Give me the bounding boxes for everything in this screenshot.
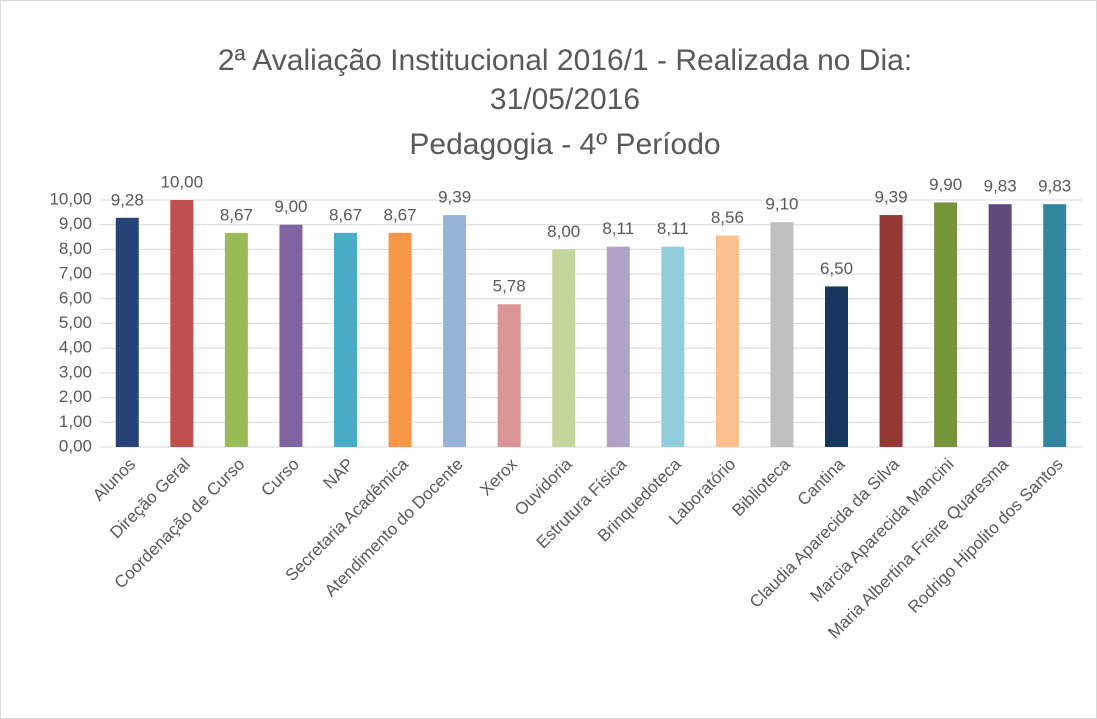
bar <box>170 200 194 447</box>
data-label: 8,11 <box>657 219 689 238</box>
bar <box>661 246 685 447</box>
chart-title: 2ª Avaliação Institucional 2016/1 - Real… <box>218 44 912 77</box>
data-label: 9,39 <box>875 188 908 207</box>
y-tick-label: 8,00 <box>59 239 92 258</box>
data-label: 9,10 <box>765 195 798 214</box>
data-label: 9,90 <box>929 175 962 194</box>
bar <box>224 232 248 447</box>
chart-title: 31/05/2016 <box>490 83 640 116</box>
y-tick-label: 9,00 <box>59 214 92 233</box>
data-label: 8,00 <box>547 222 580 241</box>
data-label: 6,50 <box>820 259 853 278</box>
bar <box>334 232 357 447</box>
bar <box>715 235 739 447</box>
bar <box>443 215 467 447</box>
y-tick-label: 10,00 <box>49 189 92 208</box>
y-tick-label: 7,00 <box>59 264 92 283</box>
bar <box>279 224 303 447</box>
data-label: 9,28 <box>111 190 144 209</box>
chart-title: Pedagogia - 4º Período <box>409 128 720 161</box>
y-tick-label: 5,00 <box>59 313 92 332</box>
bar <box>1043 204 1067 447</box>
data-label: 9,39 <box>438 188 471 207</box>
bar <box>552 249 576 447</box>
data-label: 8,67 <box>384 205 417 224</box>
y-tick-label: 6,00 <box>59 288 92 307</box>
bar <box>115 217 139 447</box>
bar <box>934 202 958 447</box>
bar <box>497 304 521 447</box>
y-tick-label: 3,00 <box>59 362 92 381</box>
data-label: 8,56 <box>711 208 744 227</box>
bar <box>879 215 903 447</box>
y-tick-label: 0,00 <box>59 436 92 455</box>
bar <box>988 204 1012 447</box>
bar <box>388 232 412 447</box>
data-label: 9,00 <box>274 197 307 216</box>
data-label: 10,00 <box>161 172 204 191</box>
bar <box>770 222 794 447</box>
data-label: 9,83 <box>1038 177 1071 196</box>
data-label: 8,11 <box>602 219 634 238</box>
bar <box>825 286 848 447</box>
y-tick-label: 4,00 <box>59 338 92 357</box>
data-label: 9,83 <box>984 177 1017 196</box>
data-label: 8,67 <box>220 205 253 224</box>
data-label: 5,78 <box>493 277 526 296</box>
y-tick-label: 2,00 <box>59 387 92 406</box>
y-tick-label: 1,00 <box>59 412 92 431</box>
bar <box>606 246 630 447</box>
data-label: 8,67 <box>329 205 362 224</box>
